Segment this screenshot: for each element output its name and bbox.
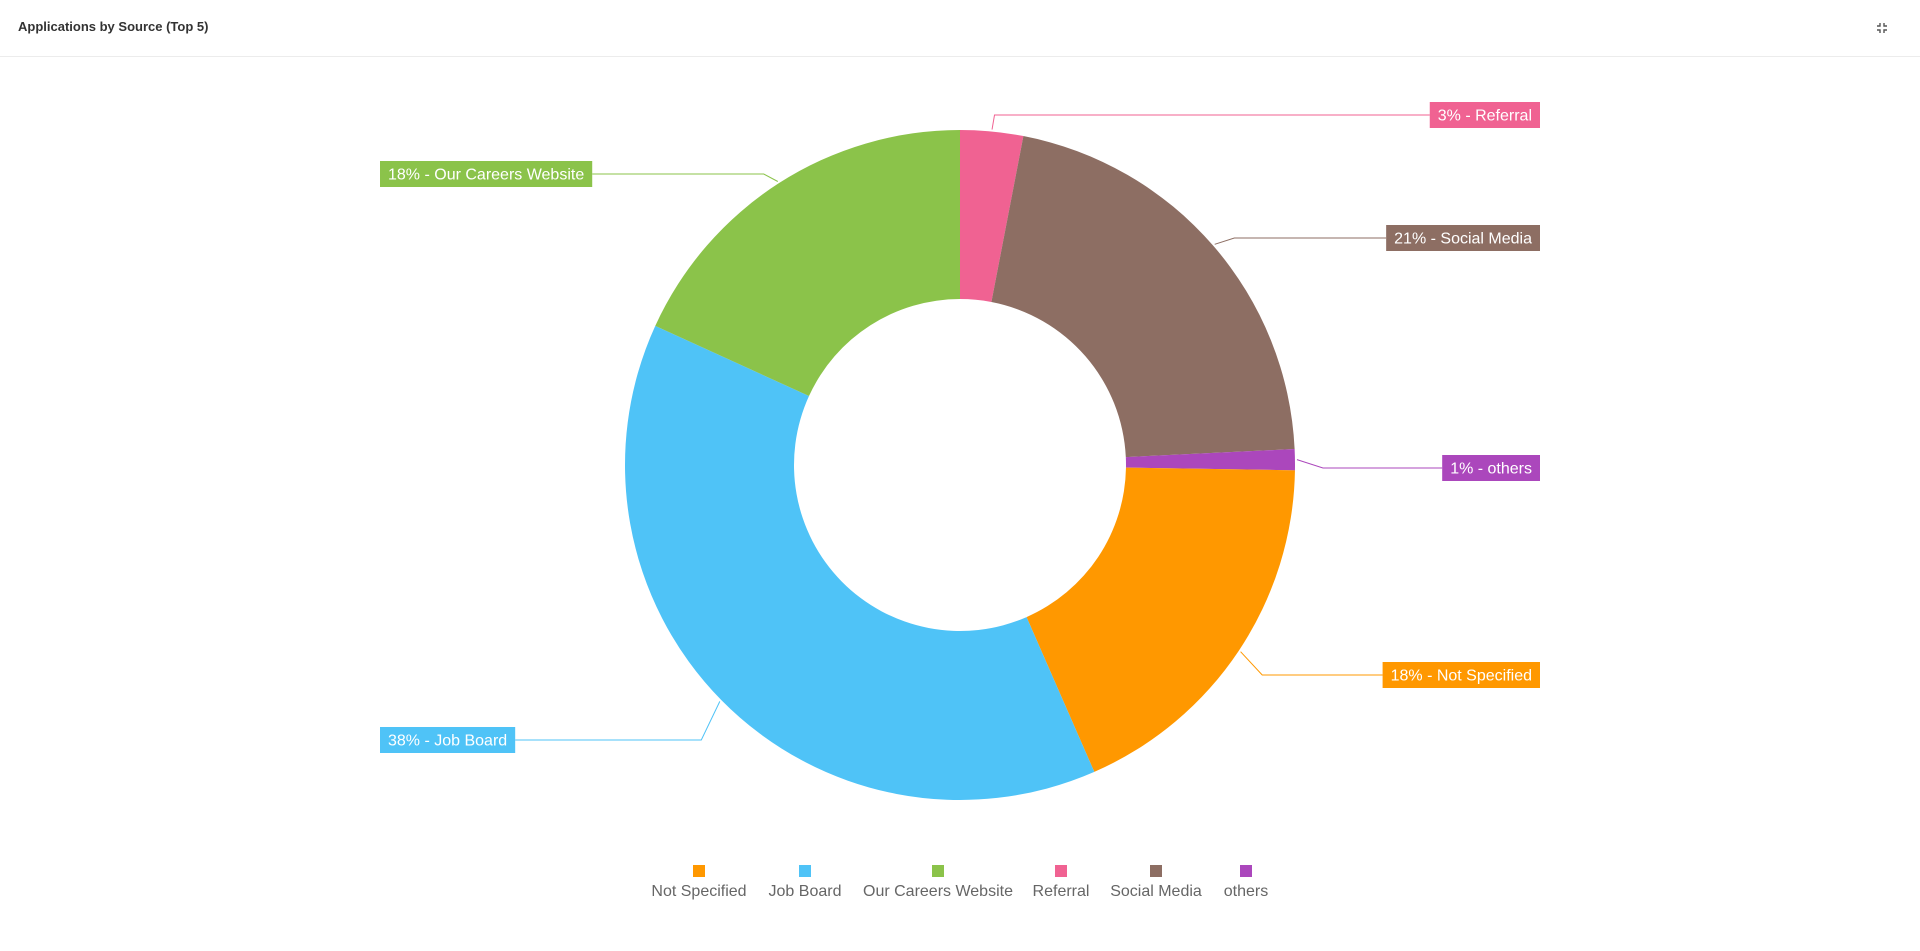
legend-item-job-board[interactable]: Job Board (769, 865, 842, 900)
legend-item-referral[interactable]: Referral (1033, 865, 1090, 900)
legend-label: Job Board (769, 883, 842, 900)
leader-line-others (1296, 459, 1443, 469)
legend-label: others (1224, 883, 1268, 900)
slices-layer (624, 130, 1295, 801)
legend-swatch (932, 865, 944, 877)
legend-label: Our Careers Website (863, 883, 1013, 900)
legend-layer: Not Specified Job Board Our Careers Websit… (651, 865, 1268, 900)
legend-item-others[interactable]: others (1224, 865, 1268, 900)
data-label-our-careers-website: 18% - Our Careers Website (388, 167, 584, 184)
data-label-referral: 3% - Referral (1438, 108, 1532, 125)
legend-swatch (1150, 865, 1162, 877)
label-box-our-careers-website (380, 161, 593, 187)
slice-others[interactable] (1125, 449, 1295, 471)
slice-our-careers-website[interactable] (655, 130, 960, 397)
data-label-job-board: 38% - Job Board (388, 733, 507, 750)
legend-label: Referral (1033, 883, 1090, 900)
data-label-not-specified: 18% - Not Specified (1391, 668, 1532, 685)
panel-header: Applications by Source (Top 5) (0, 0, 1920, 57)
panel-title: Applications by Source (Top 5) (18, 19, 209, 34)
data-label-social-media: 21% - Social Media (1394, 231, 1532, 248)
slice-referral[interactable] (960, 130, 1024, 302)
legend-item-not-specified[interactable]: Not Specified (651, 865, 747, 900)
legend-item-social-media[interactable]: Social Media (1110, 865, 1202, 900)
label-box-others (1442, 455, 1540, 481)
leader-line-social-media (1214, 237, 1387, 245)
legend-label: Not Specified (651, 883, 746, 900)
leader-line-our-careers-website (592, 173, 779, 182)
legend-swatch (799, 865, 811, 877)
leader-line-referral (991, 114, 1430, 130)
label-box-not-specified (1382, 662, 1540, 688)
label-box-social-media (1386, 225, 1540, 251)
legend-label: Social Media (1110, 883, 1202, 900)
leader-line-not-specified (1240, 651, 1383, 676)
data-label-others: 1% - others (1450, 461, 1532, 478)
label-box-referral (1429, 102, 1540, 128)
legend-swatch (693, 865, 705, 877)
chart-area: 3% - Referral 21% - Social Media 1% - othe… (0, 58, 1920, 946)
slice-job-board[interactable] (624, 325, 1095, 801)
legend-swatch (1055, 865, 1067, 877)
slice-not-specified[interactable] (1026, 467, 1295, 772)
leader-line-job-board (515, 701, 721, 741)
labels-layer: 3% - Referral 21% - Social Media 1% - othe… (380, 102, 1540, 753)
legend-item-our-careers-website[interactable]: Our Careers Website (863, 865, 1013, 900)
donut-chart: 3% - Referral 21% - Social Media 1% - othe… (380, 102, 1540, 900)
legend-swatch (1240, 865, 1252, 877)
slice-social-media[interactable] (991, 136, 1295, 458)
label-box-job-board (380, 727, 516, 753)
collapse-icon[interactable] (1872, 18, 1892, 38)
